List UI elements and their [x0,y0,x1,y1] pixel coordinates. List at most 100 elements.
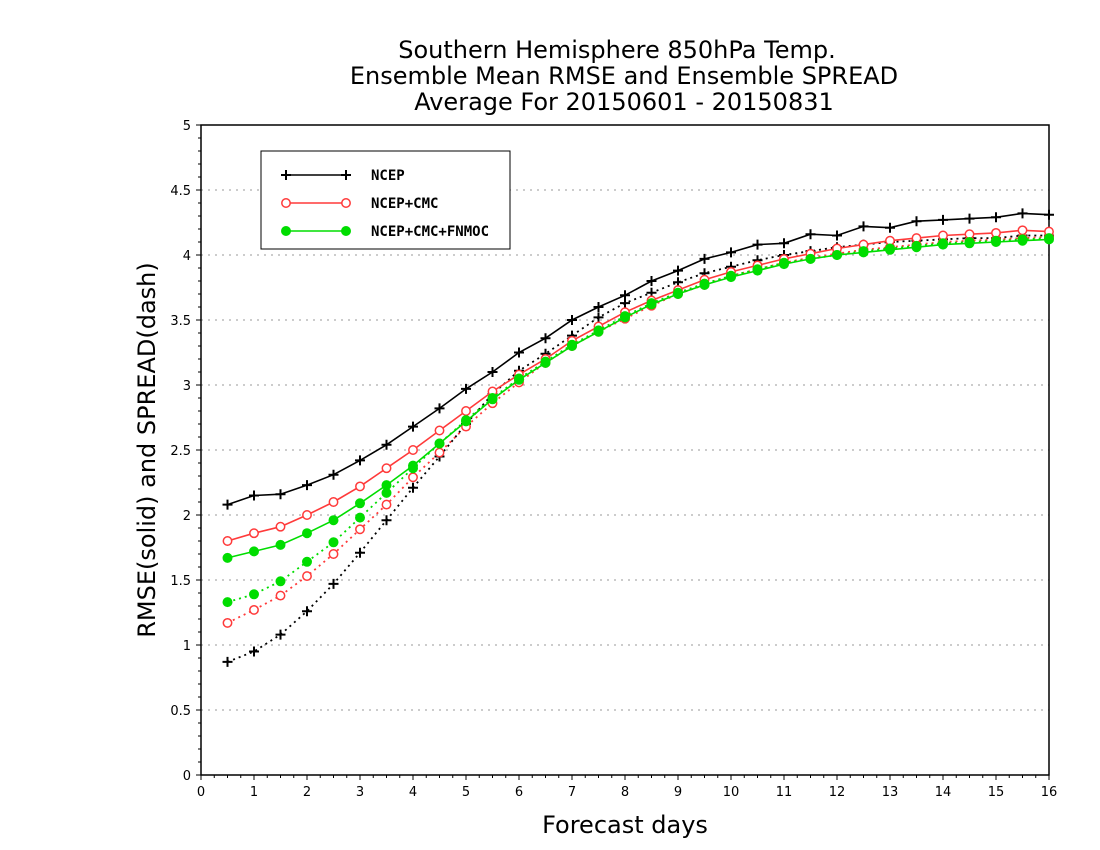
ncep-rmse-point [646,276,657,286]
ncep-spread-point [302,606,312,617]
ncep-spread-line [227,234,1049,663]
ncep-rmse-point [726,247,736,258]
ncep-cmc-rmse-point [275,521,286,532]
ncep-rmse-point [673,265,683,276]
ncep-cmc-rmse-point [355,481,365,492]
ncep-cmc-spread-point [434,447,445,458]
ncep-cmc-spread-line [227,235,1050,624]
ncep-cmc-fnmoc-rmse-point [514,374,524,385]
x-tick-label: 12 [829,785,846,800]
legend-marker [281,198,291,208]
chart-title: Southern Hemisphere 850hPa Temp. Ensembl… [350,36,898,116]
legend-marker [281,226,291,236]
legend-label: NCEP+CMC+FNMOC [371,224,489,240]
y-tick-label: 5 [183,119,191,134]
ncep-rmse-point [275,489,286,500]
y-tick-label: 4.5 [170,184,191,199]
title-line-3: Average For 20150601 - 20150831 [414,88,834,116]
ncep-rmse-point [222,499,233,510]
x-axis: 0 1 2 3 4 5 6 7 8 9 10 11 12 13 14 15 16 [197,775,1057,800]
legend-marker [281,170,291,180]
x-axis-label: Forecast days [542,811,708,839]
ncep-cmc-fnmoc-rmse-point [620,312,630,323]
ncep-cmc-fnmoc-rmse-point [593,326,604,337]
ncep-cmc-rmse-series [222,225,1054,546]
ncep-cmc-fnmoc-rmse-point [752,265,763,276]
ncep-cmc-fnmoc-spread-point [275,576,286,587]
y-axis: 0 0.5 1 1.5 2 2.5 3 3.5 4 4.5 5 [170,119,201,784]
ncep-rmse-point [355,455,365,466]
x-tick-label: 2 [303,785,311,800]
legend-marker [341,226,351,236]
y-tick-label: 0 [183,769,191,784]
ncep-cmc-fnmoc-rmse-point [381,480,392,491]
ncep-cmc-rmse-point [328,497,339,507]
ncep-rmse-point [434,403,445,414]
legend-marker [341,198,351,208]
ncep-cmc-fnmoc-rmse-point [249,546,259,557]
ncep-rmse-point [593,302,604,312]
legend-marker [341,170,351,180]
ncep-cmc-fnmoc-spread-point [222,597,233,608]
ncep-cmc-fnmoc-rmse-point [699,279,710,290]
ncep-rmse-point [328,469,339,480]
ncep-rmse-point [514,347,524,358]
x-tick-label: 6 [515,785,523,800]
title-line-2: Ensemble Mean RMSE and Ensemble SPREAD [350,62,898,90]
ncep-cmc-fnmoc-spread-point [249,589,259,600]
x-tick-label: 14 [935,785,952,800]
ncep-spread-point [222,656,233,667]
ncep-spread-point [408,482,418,493]
ncep-cmc-spread-series [222,231,1054,628]
ncep-rmse-point [805,229,816,240]
ncep-cmc-fnmoc-spread-line [227,237,1050,603]
x-tick-label: 1 [250,785,258,800]
ncep-rmse-point [302,480,312,491]
ncep-cmc-fnmoc-spread-point [328,537,339,548]
ncep-cmc-fnmoc-rmse-point [779,259,789,270]
ncep-cmc-fnmoc-spread-point [355,512,365,523]
ncep-rmse-point [779,238,789,249]
legend: NCEP NCEP+CMC NCEP+CMC+FNMOC [260,150,511,250]
ncep-rmse-point [487,367,498,377]
legend-item-ncep-cmc: NCEP+CMC [281,196,438,212]
ncep-spread-point [328,578,339,589]
ncep-cmc-fnmoc-rmse-point [567,341,577,351]
ncep-spread-point [355,547,365,558]
ncep-rmse-point [381,439,392,450]
ncep-cmc-fnmoc-rmse-point [805,253,816,264]
grid-lines [201,189,1049,711]
ncep-rmse-point [567,315,577,325]
ncep-cmc-fnmoc-spread-point [302,556,312,567]
ncep-cmc-spread-point [328,549,339,559]
y-tick-label: 2 [183,509,191,524]
ncep-rmse-point [938,214,948,225]
y-tick-label: 2.5 [170,444,191,459]
ncep-cmc-fnmoc-rmse-point [885,244,895,255]
title-line-1: Southern Hemisphere 850hPa Temp. [398,36,835,64]
ncep-cmc-fnmoc-rmse-point [726,272,736,283]
ncep-cmc-spread-point [302,571,312,582]
x-tick-label: 0 [197,785,205,800]
ncep-cmc-fnmoc-rmse-point [1044,234,1054,245]
ncep-cmc-rmse-point [381,463,392,474]
ncep-cmc-spread-point [355,524,365,535]
ncep-cmc-fnmoc-rmse-point [1017,235,1028,246]
x-tick-label: 3 [356,785,364,800]
ncep-cmc-fnmoc-rmse-series [222,234,1054,563]
ncep-cmc-fnmoc-rmse-point [540,357,551,368]
ncep-cmc-rmse-point [302,510,312,520]
x-tick-label: 10 [723,785,740,800]
ncep-rmse-point [885,222,895,233]
ncep-rmse-point [832,230,842,241]
ncep-cmc-rmse-point [1017,225,1028,236]
x-tick-label: 5 [462,785,470,800]
ncep-cmc-rmse-point [249,528,259,539]
legend-label: NCEP+CMC [371,196,438,212]
ncep-cmc-spread-point [408,472,418,483]
ncep-rmse-point [858,221,869,232]
ncep-cmc-rmse-line [227,229,1050,542]
ncep-cmc-fnmoc-rmse-point [487,394,498,405]
ncep-cmc-rmse-point [434,425,445,436]
